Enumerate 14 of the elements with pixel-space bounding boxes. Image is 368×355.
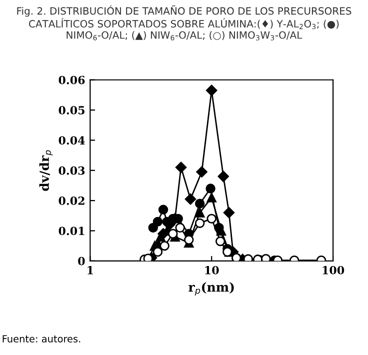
y-tick-label: 0.04 [58, 136, 85, 145]
x-axis-title: r$_{p}$(nm) [188, 282, 234, 296]
y-tick-label: 0.05 [58, 106, 84, 114]
y-tick-label: 0.06 [58, 76, 85, 84]
y-axis-title: dv/dr$_{p}$ [39, 150, 53, 191]
y-tick-label: 0.03 [58, 166, 85, 175]
x-tick-label: 10 [205, 266, 219, 274]
chart-title: Fig. 2. DISTRIBUCIÓN DE TAMAÑO DE PORO DE LOS PRECURSORES CATALÍTICOS SOPORTADOS SOBRE ALÚMINA:(♦) Y-AL$_{2}$O$_{3}$; (●) NIMO$_{6}$-O/AL; (▲) NIW$_{6}$-O/AL; (○) NIMO$_{3}$W$_{3}$-O/AL [17, 5, 352, 40]
y-tick-label: 0.01 [58, 226, 84, 236]
x-tick-label: 100 [322, 266, 344, 274]
y-tick-label: 0.02 [58, 196, 84, 205]
y-tick-label: 0 [78, 256, 85, 266]
source-note: Fuente: autores. [2, 335, 80, 342]
x-tick-label: 1 [88, 266, 93, 274]
